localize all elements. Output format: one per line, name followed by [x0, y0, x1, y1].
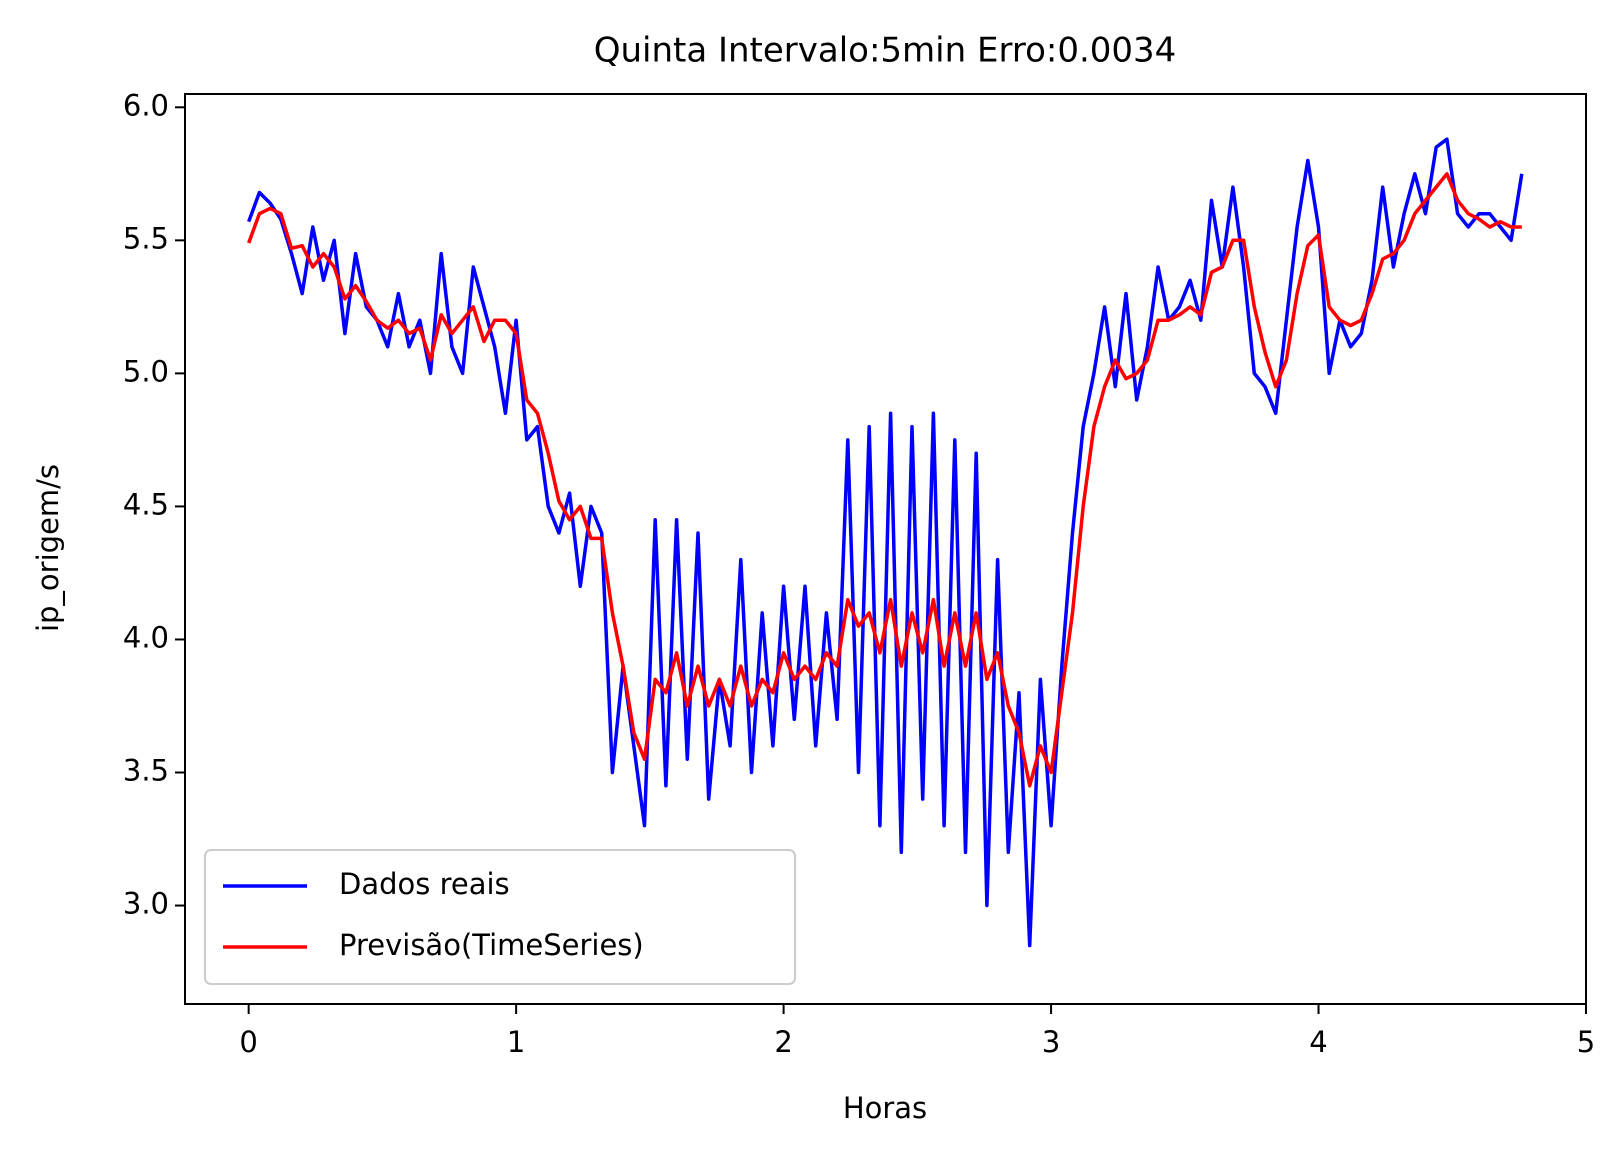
x-tick-label: 1 [507, 1025, 525, 1059]
y-tick-label: 3.0 [123, 887, 169, 921]
series-line [247, 172, 1522, 788]
legend-box [204, 849, 796, 985]
y-axis-label: ip_origem/s [31, 464, 65, 632]
x-tick-label: 3 [1042, 1025, 1060, 1059]
series-line [247, 137, 1524, 948]
legend-label: Dados reais [339, 867, 510, 901]
x-axis-label: Horas [843, 1091, 927, 1125]
x-tick-label: 4 [1309, 1025, 1327, 1059]
y-tick-label: 3.5 [123, 754, 169, 788]
legend-label: Previsão(TimeSeries) [339, 928, 644, 962]
y-tick-label: 5.0 [123, 354, 169, 388]
y-tick-label: 5.5 [123, 221, 169, 255]
y-tick-label: 6.0 [123, 88, 169, 122]
x-tick-label: 5 [1577, 1025, 1595, 1059]
y-tick-label: 4.0 [123, 620, 169, 654]
y-tick-label: 4.5 [123, 487, 169, 521]
chart-title: Quinta Intervalo:5min Erro:0.0034 [594, 31, 1177, 71]
plot-frame [184, 93, 1587, 1005]
x-tick-label: 2 [774, 1025, 792, 1059]
x-tick-label: 0 [239, 1025, 257, 1059]
